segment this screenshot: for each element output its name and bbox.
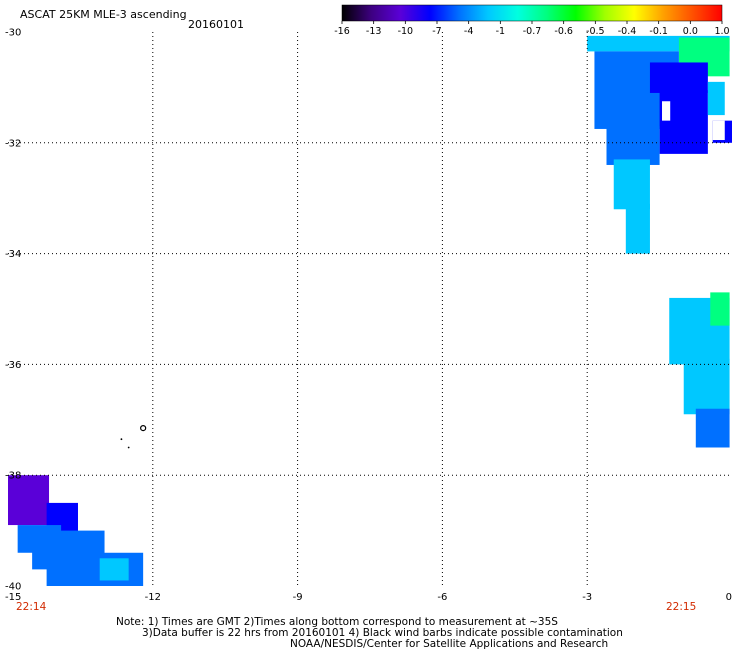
colorbar-tick-label: -0.6: [554, 26, 573, 37]
note-line-3: NOAA/NESDIS/Center for Satellite Applica…: [290, 638, 609, 650]
colorbar-tick-label: -4: [464, 26, 473, 37]
wind-cell: [695, 408, 730, 448]
wind-cell: [46, 552, 144, 586]
island-outline: [140, 425, 147, 432]
lon-tick-label: -15: [5, 592, 21, 603]
colorbar-tick-label: -16: [334, 26, 350, 37]
wind-cell: [99, 558, 129, 581]
lon-tick-label: -9: [293, 592, 303, 603]
wind-swaths: [8, 35, 732, 586]
island-dot: [120, 438, 123, 441]
data-gap: [662, 101, 671, 121]
wind-cell: [606, 126, 660, 165]
wind-cell: [8, 475, 50, 526]
colorbar-tick-label: -0.1: [649, 26, 668, 37]
upper-right-swath: [587, 35, 732, 254]
colorbar-tick-label: 0.0: [683, 26, 698, 37]
lat-tick-label: -36: [5, 360, 21, 371]
lat-tick-label: -30: [5, 28, 21, 39]
wind-cell: [707, 81, 725, 116]
colorbar: -16 -13 -10 -7 -4 -1 -0.7 -0.6 -0.5 -0.4 -0.1 0.0 1.…: [334, 4, 730, 37]
note-line-2: 3)Data buffer is 22 hrs from 20160101 4)…: [142, 627, 623, 639]
colorbar-tick-label: -0.7: [523, 26, 542, 37]
lat-tick-label: -40: [5, 582, 21, 593]
colorbar-tick-label: -13: [366, 26, 382, 37]
island-marks: [120, 425, 147, 449]
axis-labels: -30-32-34-36-38-40-15 -12 -9 -6 -3 0: [5, 28, 732, 604]
lon-tick-label: -3: [582, 592, 592, 603]
wind-cell: [659, 90, 708, 154]
note-line-1: Note: 1) Times are GMT 2)Times along bot…: [116, 616, 558, 628]
date-label: 20160101: [188, 18, 244, 31]
wind-cell: [710, 292, 730, 326]
page-title: ASCAT 25KM MLE-3 ascending: [20, 8, 187, 21]
island-dot: [127, 446, 130, 449]
lon-tick-label: -12: [145, 592, 161, 603]
wind-cell: [649, 62, 708, 93]
colorbar-tick-label: -10: [398, 26, 414, 37]
lat-tick-label: -32: [5, 138, 21, 149]
colorbar-gradient: [341, 4, 723, 22]
time-label-left: 22:14: [16, 601, 47, 613]
colorbar-tick-label: -0.4: [618, 26, 637, 37]
colorbar-tick-label: -7: [432, 26, 441, 37]
wind-cell: [613, 159, 650, 210]
lon-tick-label: -6: [437, 592, 447, 603]
map-grid: [8, 32, 732, 586]
colorbar-tick-label: -0.5: [586, 26, 605, 37]
time-label-right: 22:15: [666, 601, 697, 613]
colorbar-tick-label: -1: [496, 26, 505, 37]
wind-cell: [625, 203, 650, 254]
lat-tick-label: -38: [5, 471, 21, 482]
mid-right-swath: [669, 292, 730, 448]
wind-cell: [683, 358, 730, 415]
lon-tick-label: 0: [726, 592, 732, 603]
lat-tick-label: -34: [5, 249, 21, 260]
data-gap: [712, 120, 725, 141]
colorbar-tick-label: 1.0: [714, 26, 729, 37]
lower-left-swath: [8, 475, 144, 586]
